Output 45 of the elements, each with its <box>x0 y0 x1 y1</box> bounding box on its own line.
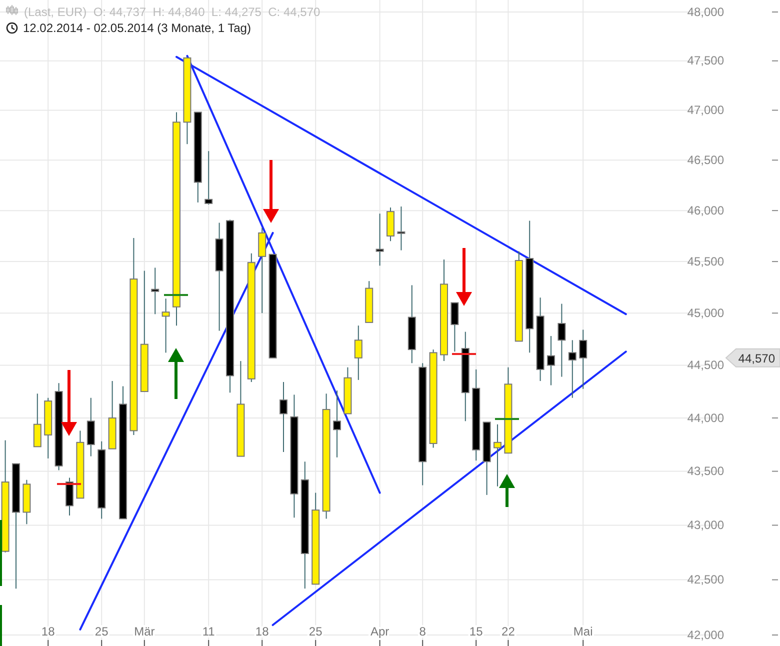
candlestick <box>376 213 384 266</box>
candlestick <box>558 303 566 378</box>
x-tick-label: Mai <box>573 624 593 639</box>
candlestick <box>494 424 502 487</box>
candlestick <box>333 390 341 458</box>
y-tick-label: 46,000 <box>687 203 724 218</box>
text: 44,570 <box>738 351 776 366</box>
y-tick-label: 44,500 <box>687 358 724 372</box>
x-tick-label: Apr <box>370 624 390 639</box>
candlestick <box>162 298 170 354</box>
candlestick <box>33 393 42 448</box>
x-tick-label: 22 <box>502 624 516 639</box>
text: 12.02.2014 - 02.05.2014 (3 Monate, 1 Tag) <box>23 21 251 35</box>
y-tick-label: 43,000 <box>687 518 724 532</box>
candlestick <box>579 329 588 390</box>
y-tick-label: 45,000 <box>687 306 724 320</box>
y-tick-label: 42,000 <box>687 628 724 642</box>
chart-title: (Last, EUR) O: 44,737 H: 44,840 L: 44,275 C: 44,570 <box>24 5 320 19</box>
candlestick <box>354 325 362 380</box>
y-tick-label: 48,000 <box>687 4 724 19</box>
y-tick-label: 46,500 <box>687 152 724 167</box>
candlestick <box>204 150 213 205</box>
x-tick-label: 25 <box>308 624 323 639</box>
candlestick <box>258 227 266 314</box>
x-tick-label: 25 <box>94 624 109 639</box>
candlestick <box>151 267 160 315</box>
y-tick-label: 42,500 <box>687 572 724 587</box>
candlestick <box>397 206 406 251</box>
x-tick-label: 11 <box>202 624 216 639</box>
y-tick-label: 44,000 <box>687 410 724 425</box>
x-tick-label: 18 <box>255 624 270 639</box>
candlestick <box>86 397 95 457</box>
candlestick <box>568 340 576 398</box>
x-tick-label: 15 <box>469 624 484 639</box>
x-tick-label: Mär <box>134 624 155 639</box>
y-tick-label: 45,500 <box>687 254 724 268</box>
candlestick <box>547 335 555 386</box>
x-tick-label: 8 <box>419 624 426 639</box>
candlestick <box>450 302 459 352</box>
y-tick-label: 47,000 <box>687 103 724 118</box>
x-tick-label: 18 <box>41 624 56 639</box>
candlestick <box>66 477 74 516</box>
y-tick-label: 47,500 <box>687 54 724 68</box>
y-tick-label: 43,500 <box>687 464 724 478</box>
candlestick <box>280 382 288 453</box>
